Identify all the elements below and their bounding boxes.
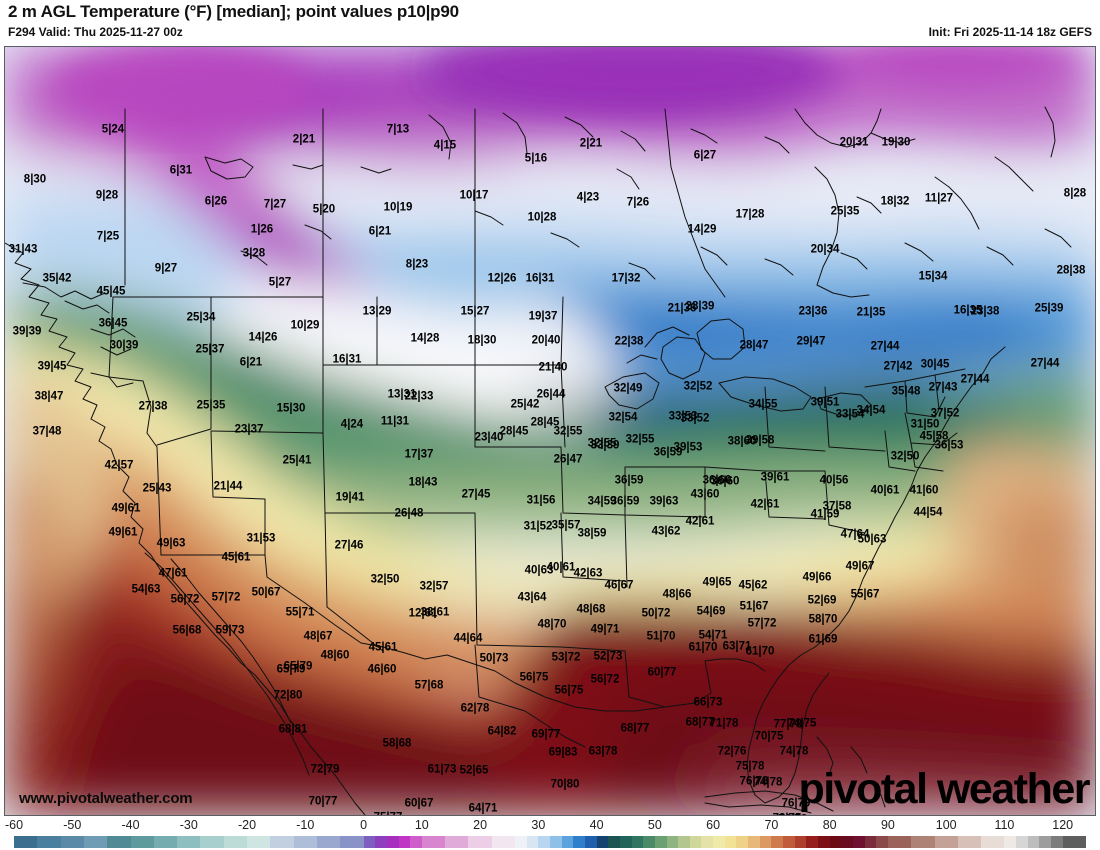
colorbar-segment (247, 836, 271, 848)
colorbar-segment (410, 836, 422, 848)
colorbar-segment (654, 836, 667, 848)
colorbar-tick: 120 (1052, 818, 1074, 832)
colorbar-tick: -50 (63, 818, 82, 832)
colorbar-segment (386, 836, 399, 848)
header: 2 m AGL Temperature (°F) [median]; point… (0, 0, 1100, 46)
colorbar-segment (60, 836, 84, 848)
colorbar-tick: 0 (360, 818, 368, 832)
colorbar-tick: -20 (237, 818, 257, 832)
colorbar-segment (584, 836, 597, 848)
geography-outlines (5, 106, 1072, 815)
colorbar-segment (631, 836, 644, 848)
colorbar-tick: -40 (121, 818, 140, 832)
colorbar-segment (200, 836, 224, 848)
colorbar-segment (398, 836, 411, 848)
colorbar-tick: 80 (822, 818, 837, 832)
colorbar-segment (771, 836, 784, 848)
colorbar-segment (1039, 836, 1052, 848)
pivotal-weather-logo: pivotal weather (798, 765, 1090, 813)
colorbar[interactable]: -60 -50 -40 -30 -20 -10 0 10 20 30 40 50 60 70 80 90 100… (0, 818, 1100, 850)
point-value: 75|77 (380, 815, 409, 816)
colorbar-segment (1004, 836, 1017, 848)
colorbar-segment (724, 836, 737, 848)
colorbar-segment (934, 836, 958, 848)
colorbar-segment (596, 836, 609, 848)
colorbar-segment (526, 836, 539, 848)
colorbar-tick: -60 (4, 818, 24, 832)
colorbar-segment (561, 836, 574, 848)
colorbar-segment (37, 836, 61, 848)
colorbar-segment (818, 836, 830, 848)
colorbar-segment (713, 836, 725, 848)
colorbar-segment (1016, 836, 1028, 848)
colorbar-tick: 20 (473, 818, 488, 832)
valid-time-label: F294 Valid: Thu 2025-11-27 00z (8, 25, 183, 39)
colorbar-tick: -30 (179, 818, 198, 832)
colorbar-tick: 90 (880, 818, 895, 832)
colorbar-segment (223, 836, 248, 848)
colorbar-segment (981, 836, 1005, 848)
colorbar-segment (177, 836, 201, 848)
colorbar-segment (491, 836, 516, 848)
colorbar-segment (748, 836, 760, 848)
colorbar-segment (852, 836, 865, 848)
colorbar-tick: 30 (531, 818, 546, 832)
map-canvas: 5|24 8|30 9|28 6|31 6|26 7|27 1|26 3|28 7|25 9|27… (5, 47, 1095, 815)
colorbar-segment (887, 836, 912, 848)
colorbar-tick: 100 (935, 818, 957, 832)
colorbar-segment (1027, 836, 1040, 848)
colorbar-segment (270, 836, 294, 848)
colorbar-segment (468, 836, 492, 848)
colorbar-segment (806, 836, 818, 848)
colorbar-segment (911, 836, 935, 848)
temperature-map[interactable]: 5|24 8|30 9|28 6|31 6|26 7|27 1|26 3|28 7|25 9|27… (4, 46, 1096, 816)
colorbar-gradient (14, 836, 1086, 848)
colorbar-segment (759, 836, 772, 848)
colorbar-segment (375, 836, 387, 848)
colorbar-segment (829, 836, 842, 848)
colorbar-segment (608, 836, 620, 848)
colorbar-segment (573, 836, 585, 848)
colorbar-segment (538, 836, 550, 848)
page-title: 2 m AGL Temperature (°F) [median]; point… (8, 2, 459, 21)
colorbar-segment (701, 836, 714, 848)
colorbar-segment (515, 836, 527, 848)
colorbar-segment (736, 836, 749, 848)
colorbar-segment (783, 836, 795, 848)
colorbar-tick-labels: -60 -50 -40 -30 -20 -10 0 10 20 30 40 50 60 70 80 90 100… (0, 818, 1100, 834)
colorbar-segment (689, 836, 702, 848)
colorbar-segment (340, 836, 364, 848)
colorbar-segment (83, 836, 108, 848)
colorbar-segment (130, 836, 154, 848)
colorbar-segment (864, 836, 877, 848)
colorbar-tick: 50 (647, 818, 662, 832)
colorbar-segment (841, 836, 853, 848)
colorbar-segment (153, 836, 178, 848)
colorbar-segment (619, 836, 632, 848)
colorbar-segment (445, 836, 469, 848)
colorbar-segment (666, 836, 679, 848)
colorbar-segment (316, 836, 341, 848)
colorbar-tick: 60 (706, 818, 721, 832)
colorbar-segment (421, 836, 446, 848)
colorbar-segment (107, 836, 131, 848)
colorbar-segment (794, 836, 807, 848)
url-watermark: www.pivotalweather.com (19, 790, 193, 807)
colorbar-segment (14, 836, 38, 848)
colorbar-tick: 70 (764, 818, 779, 832)
colorbar-tick: 110 (994, 818, 1015, 832)
colorbar-tick: 10 (414, 818, 429, 832)
colorbar-segment (678, 836, 690, 848)
colorbar-segment (363, 836, 376, 848)
init-time-label: Init: Fri 2025-11-14 18z GEFS (928, 25, 1092, 39)
colorbar-segment (643, 836, 655, 848)
colorbar-segment (1062, 836, 1086, 848)
colorbar-segment (293, 836, 317, 848)
colorbar-tick: 40 (589, 818, 604, 832)
colorbar-segment (550, 836, 562, 848)
colorbar-segment (876, 836, 888, 848)
colorbar-segment (957, 836, 982, 848)
colorbar-segment (1051, 836, 1063, 848)
colorbar-tick: -10 (296, 818, 315, 832)
